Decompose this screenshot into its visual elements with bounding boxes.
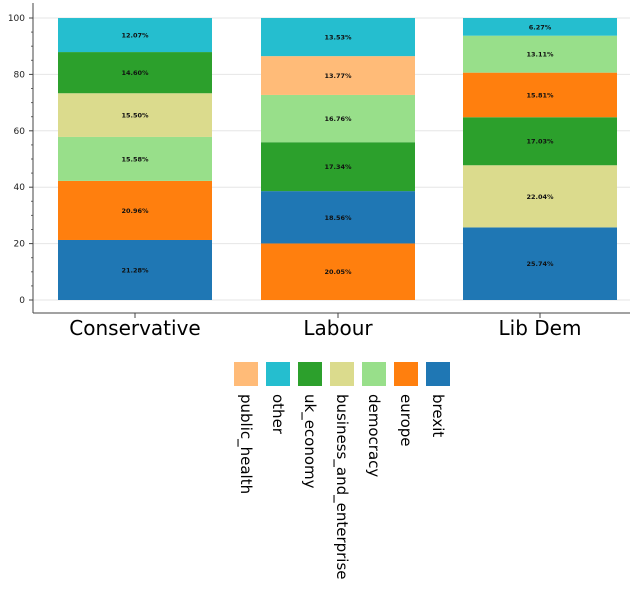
legend-label: democracy	[365, 394, 383, 477]
bar-segment-europe	[261, 243, 415, 300]
bar-value-label: 12.07%	[121, 32, 149, 40]
y-tick-label: 0	[19, 296, 25, 306]
bar-segment-other	[463, 18, 617, 36]
bar-segment-other	[58, 18, 212, 53]
legend-label: other	[269, 394, 287, 435]
bar-segment-democracy	[261, 94, 415, 143]
bar-segment-europe	[463, 72, 617, 118]
bar-value-label: 13.53%	[324, 34, 352, 42]
bar-value-label: 16.76%	[324, 115, 352, 123]
bar-stack-labour: 20.05% 18.56% 17.34% 16.76% 13.77% 13.53%	[261, 17, 415, 300]
bar-value-label: 18.56%	[324, 214, 352, 222]
bar-segment-other	[261, 17, 415, 57]
legend-swatch	[298, 362, 322, 386]
bar-value-label: 17.03%	[526, 138, 554, 146]
bar-segment-business_and_enterprise	[58, 93, 212, 137]
bar-segment-public_health	[261, 56, 415, 95]
bar-value-label: 14.60%	[121, 69, 149, 77]
y-axis: 0 20 40 60 80 100	[8, 3, 34, 313]
bar-segment-uk_economy	[463, 117, 617, 166]
bar-stack-lib-dem: 25.74% 22.04% 17.03% 15.81% 13.11% 6.27%	[463, 18, 617, 300]
legend-label: business_and_enterprise	[332, 394, 351, 580]
bar-value-label: 17.34%	[324, 163, 352, 171]
x-axis: Conservative Labour Lib Dem	[33, 312, 630, 340]
legend-item-other: other	[266, 362, 290, 435]
legend-item-brexit: brexit	[426, 362, 450, 437]
legend-swatch	[394, 362, 418, 386]
legend-item-public_health: public_health	[234, 362, 258, 494]
legend: public_health other uk_economy business_and…	[234, 362, 450, 580]
legend-item-europe: europe	[394, 362, 418, 447]
legend-label: uk_economy	[300, 394, 319, 489]
legend-item-business_and_enterprise: business_and_enterprise	[330, 362, 354, 580]
x-category-label: Conservative	[69, 316, 200, 340]
x-category-label: Lib Dem	[499, 316, 582, 340]
legend-swatch	[266, 362, 290, 386]
bar-value-label: 13.77%	[324, 72, 352, 80]
y-tick-label: 60	[14, 127, 26, 137]
bar-segment-brexit	[58, 239, 212, 300]
bar-value-label: 20.96%	[121, 207, 149, 215]
legend-swatch	[426, 362, 450, 386]
bar-stack-conservative: 21.28% 20.96% 15.58% 15.50% 14.60% 12.07%	[58, 18, 212, 300]
bar-value-label: 13.11%	[526, 51, 554, 59]
bar-stacks: 21.28% 20.96% 15.58% 15.50% 14.60% 12.07% 20.0…	[58, 17, 617, 300]
bar-segment-brexit	[463, 227, 617, 300]
bar-segment-democracy	[463, 35, 617, 73]
bar-value-label: 20.05%	[324, 268, 352, 276]
bar-value-label: 15.58%	[121, 155, 149, 163]
bar-value-label: 21.28%	[121, 266, 149, 274]
bar-segment-uk_economy	[58, 52, 212, 94]
legend-swatch	[234, 362, 258, 386]
legend-label: public_health	[236, 394, 255, 494]
x-category-label: Labour	[303, 316, 373, 340]
bar-value-label: 22.04%	[526, 193, 554, 201]
y-tick-label: 40	[14, 183, 26, 193]
y-tick-label: 80	[14, 70, 26, 80]
bar-value-label: 15.81%	[526, 91, 554, 99]
legend-swatch	[330, 362, 354, 386]
legend-item-democracy: democracy	[362, 362, 386, 477]
bar-value-label: 6.27%	[529, 23, 552, 31]
bar-segment-business_and_enterprise	[463, 165, 617, 228]
bar-segment-uk_economy	[261, 142, 415, 192]
legend-label: brexit	[429, 394, 447, 437]
bar-segment-brexit	[261, 191, 415, 244]
legend-label: europe	[397, 394, 415, 447]
legend-item-uk_economy: uk_economy	[298, 362, 322, 489]
bar-segment-europe	[58, 180, 212, 240]
y-tick-label: 100	[8, 14, 25, 24]
y-tick-label: 20	[14, 240, 26, 250]
bar-value-label: 15.50%	[121, 112, 149, 120]
legend-swatch	[362, 362, 386, 386]
bar-segment-democracy	[58, 136, 212, 181]
bar-value-label: 25.74%	[526, 260, 554, 268]
